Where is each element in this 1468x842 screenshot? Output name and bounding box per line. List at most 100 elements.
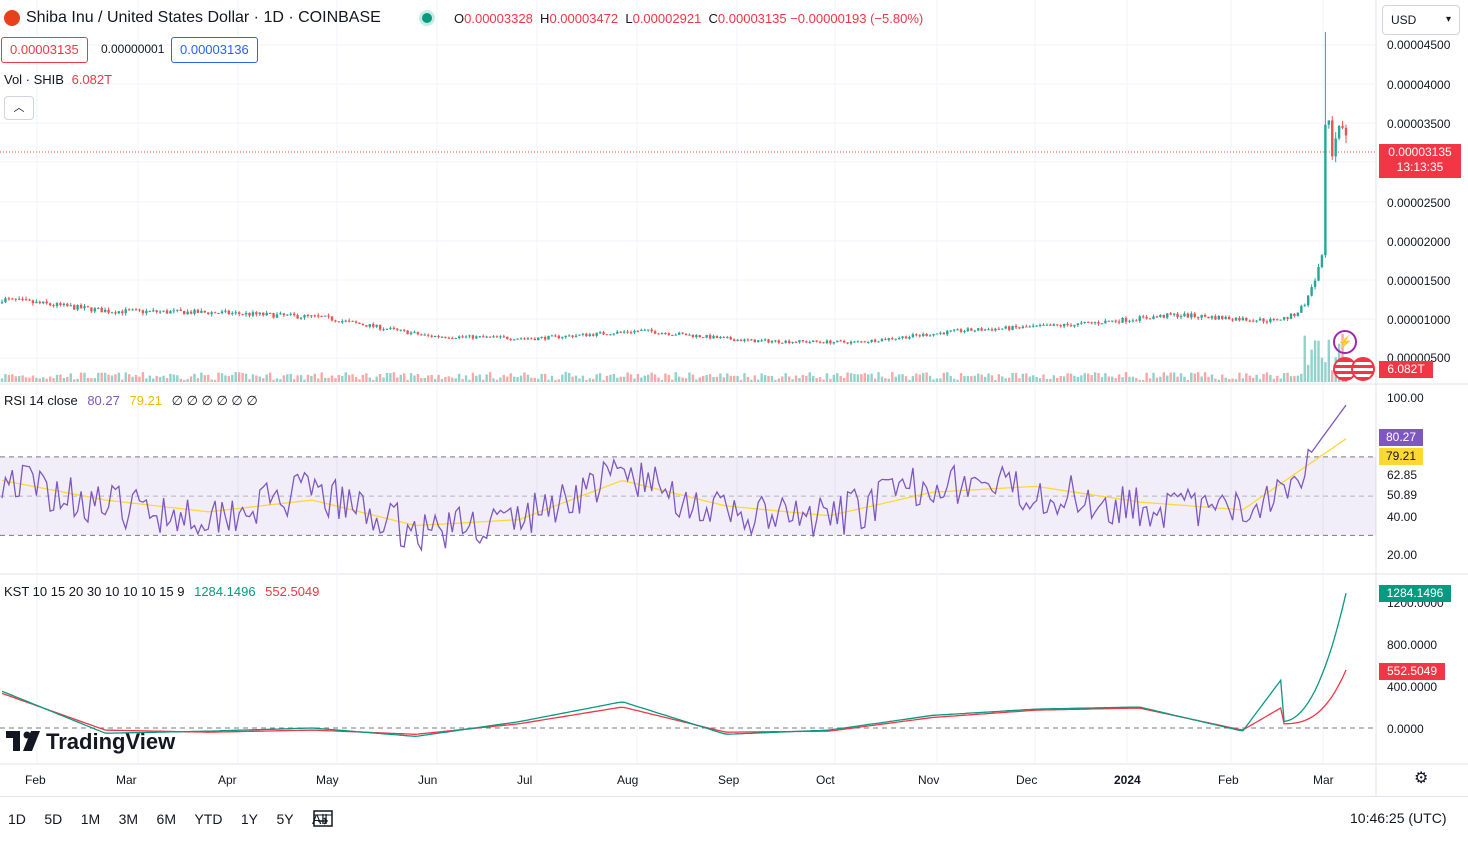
range-ytd-button[interactable]: YTD — [194, 811, 223, 827]
candle-body — [368, 324, 371, 327]
candle-body — [1148, 318, 1152, 320]
range-1d-button[interactable]: 1D — [8, 811, 26, 827]
volume-bar — [1300, 373, 1303, 382]
candle-body — [1117, 321, 1121, 323]
price-tick: 0.00004500 — [1387, 38, 1451, 52]
candle-body — [698, 335, 701, 338]
range-6m-button[interactable]: 6M — [156, 811, 176, 827]
candle-body — [224, 310, 227, 312]
settings-gear-icon[interactable]: ⚙ — [1414, 770, 1429, 787]
volume-bar — [1111, 376, 1114, 382]
volume-bar — [351, 374, 354, 382]
volume-bar — [1331, 370, 1334, 382]
candle-body — [14, 298, 17, 300]
volume-bar — [485, 374, 488, 382]
volume-bar — [1251, 377, 1255, 382]
candle-body — [880, 339, 884, 342]
candle-body — [805, 341, 808, 343]
candle-body — [708, 335, 712, 339]
candle-body — [743, 339, 746, 342]
candle-body — [959, 329, 963, 332]
volume-bar — [1276, 375, 1279, 382]
currency-select[interactable]: USD ▾ — [1382, 5, 1460, 35]
x-axis-label: Feb — [25, 773, 46, 787]
volume-bar — [237, 372, 241, 382]
range-5y-button[interactable]: 5Y — [276, 811, 294, 827]
candle-body — [103, 309, 107, 313]
volume-bar — [1262, 373, 1265, 382]
candle-body — [1210, 316, 1214, 319]
candle-body — [1306, 295, 1310, 306]
candle-body — [928, 335, 932, 337]
lightning-event-icon[interactable]: ⚡ — [1333, 330, 1357, 354]
candle-body — [1203, 315, 1207, 317]
sell-price-box[interactable]: 0.00003135 — [1, 37, 88, 63]
candle-body — [1073, 325, 1076, 327]
volume-bar — [1190, 372, 1193, 382]
volume-bar — [750, 379, 753, 382]
volume-bar — [901, 374, 904, 382]
kst-tick: 0.0000 — [1387, 722, 1424, 736]
candle-body — [320, 316, 323, 318]
clock[interactable]: 10:46:25 (UTC) — [1350, 810, 1447, 826]
rsi-ma-tag: 79.21 — [1379, 448, 1423, 465]
range-1m-button[interactable]: 1M — [80, 811, 101, 827]
candle-body — [647, 329, 650, 331]
candle-body — [110, 312, 114, 314]
volume-bar — [1245, 373, 1248, 382]
volume-bar — [647, 374, 650, 382]
volume-bar — [1138, 379, 1141, 382]
candle-body — [282, 313, 286, 316]
volume-bar — [148, 375, 152, 382]
candle-body — [413, 332, 416, 334]
candle-body — [1011, 326, 1014, 330]
rsi-tick: 20.00 — [1387, 548, 1418, 562]
candle-body — [303, 315, 306, 318]
rsi-legend[interactable]: RSI 14 close 80.27 79.21 ∅ ∅ ∅ ∅ ∅ ∅ — [4, 393, 258, 408]
candle-body — [908, 336, 911, 339]
collapse-button[interactable]: ︿ — [4, 96, 34, 120]
range-5d-button[interactable]: 5D — [44, 811, 63, 827]
volume-bar — [224, 375, 227, 382]
candle-body — [554, 335, 557, 337]
volume-bar — [592, 378, 595, 382]
candle-body — [1190, 313, 1193, 318]
volume-bar — [537, 378, 540, 382]
volume-bar — [66, 376, 69, 382]
candle-body — [939, 332, 942, 334]
volume-bar — [1004, 378, 1007, 382]
candle-body — [121, 311, 124, 314]
volume-bar — [317, 378, 320, 382]
candle-body — [437, 335, 440, 337]
candle-body — [1334, 138, 1337, 157]
volume-bar — [897, 374, 901, 382]
volume-bar — [1324, 362, 1327, 382]
date-range-calendar-icon[interactable] — [312, 807, 333, 827]
range-1y-button[interactable]: 1Y — [240, 811, 259, 827]
candle-body — [1062, 324, 1066, 327]
range-3m-button[interactable]: 3M — [118, 811, 139, 827]
volume-bar — [1203, 372, 1207, 382]
volume-bar — [406, 379, 409, 382]
volume-bar — [444, 376, 447, 382]
volume-bar — [176, 375, 179, 382]
volume-bar — [712, 376, 715, 382]
candle-body — [1152, 316, 1155, 320]
volume-bar — [227, 376, 231, 382]
volume-bar — [877, 372, 880, 382]
us-flag-event-icon[interactable] — [1351, 357, 1375, 381]
volume-bar — [17, 375, 21, 382]
kst-legend[interactable]: KST 10 15 20 30 10 10 10 15 9 1284.1496 … — [4, 584, 320, 599]
candle-body — [763, 339, 767, 341]
candle-body — [107, 309, 110, 313]
candle-body — [739, 339, 743, 342]
buy-price-box[interactable]: 0.00003136 — [171, 37, 258, 63]
volume-bar — [1086, 373, 1090, 382]
volume-bar — [11, 374, 14, 382]
volume-bar — [158, 377, 162, 382]
candle-body — [117, 311, 121, 314]
candle-body — [970, 328, 973, 331]
volume-bar — [925, 372, 928, 382]
volume-legend[interactable]: Vol · SHIB 6.082T — [4, 72, 113, 87]
